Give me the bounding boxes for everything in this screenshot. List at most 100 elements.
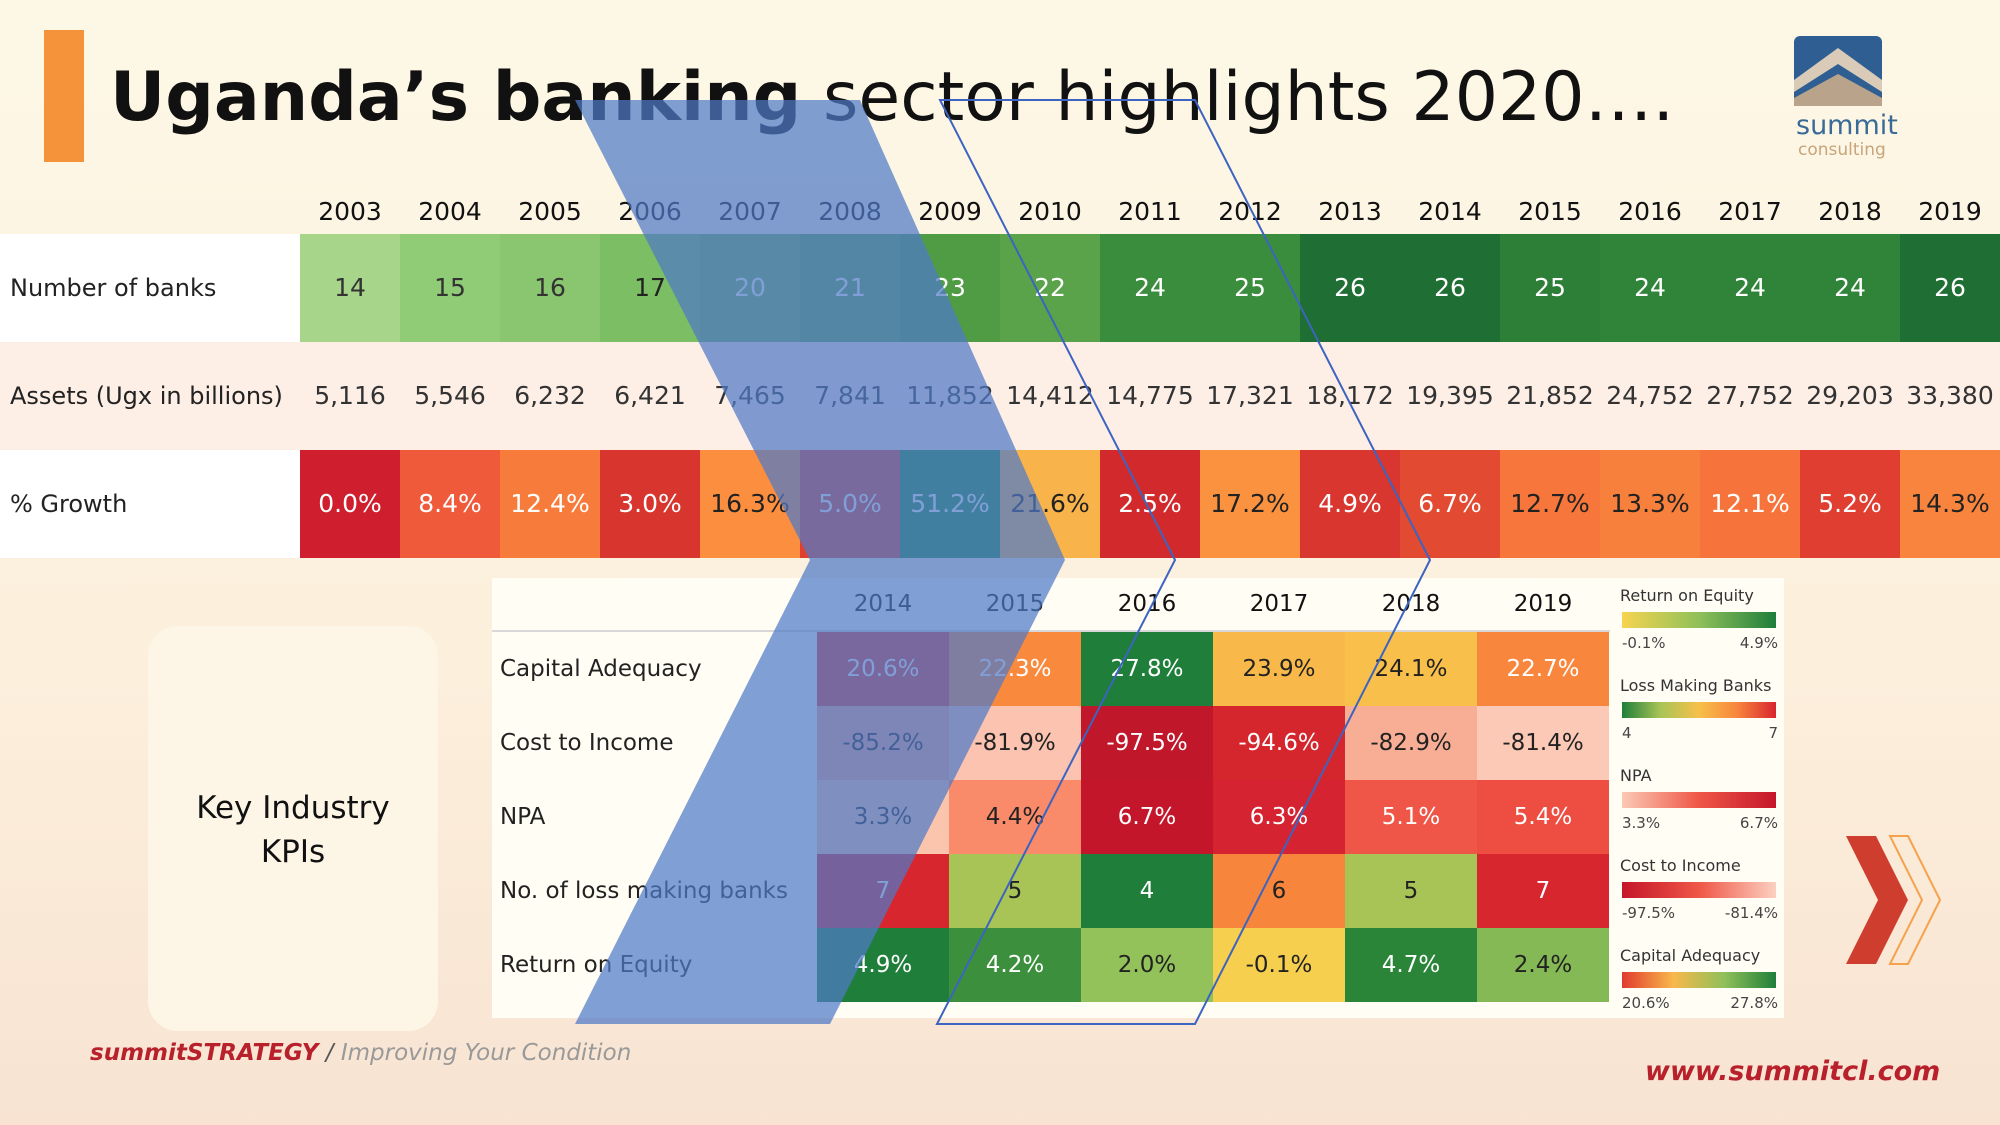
kpi-cell: 4.2% xyxy=(949,928,1081,1002)
logo-word: summit xyxy=(1796,110,1898,141)
table-cell: 22 xyxy=(1000,234,1100,342)
top-year-2010: 2010 xyxy=(1018,197,1082,226)
kpi-cell: 23.9% xyxy=(1213,632,1345,706)
legend-max: 7 xyxy=(1768,724,1778,742)
table-cell: 4.9% xyxy=(1300,450,1400,558)
top-year-2014: 2014 xyxy=(1418,197,1482,226)
legend-max: 4.9% xyxy=(1739,634,1778,652)
legend-title: Loss Making Banks xyxy=(1620,676,1772,695)
kpi-year-2018: 2018 xyxy=(1381,591,1441,617)
summit-logo: summit consulting xyxy=(1792,34,1912,164)
table-cell: 24 xyxy=(1800,234,1900,342)
legend-min: 4 xyxy=(1622,724,1632,742)
kpi-cell: 27.8% xyxy=(1081,632,1213,706)
kpi-year-2016: 2016 xyxy=(1117,591,1177,617)
legend-title: Cost to Income xyxy=(1620,856,1741,875)
row-assets: Assets (Ugx in billions) 5,116 5,546 6,232 6… xyxy=(0,342,2000,450)
row-label: Assets (Ugx in billions) xyxy=(10,382,283,410)
table-cell: 29,203 xyxy=(1806,381,1894,410)
table-cell: 25 xyxy=(1200,234,1300,342)
kpi-cell: 5 xyxy=(949,854,1081,928)
title-bold: Uganda’s banking xyxy=(110,58,802,137)
row-label: % Growth xyxy=(10,490,128,518)
kpi-cell: 4.4% xyxy=(949,780,1081,854)
table-cell: 23 xyxy=(900,234,1000,342)
table-cell: 24 xyxy=(1600,234,1700,342)
top-year-2006: 2006 xyxy=(618,197,682,226)
top-year-2017: 2017 xyxy=(1718,197,1782,226)
table-cell: 5.2% xyxy=(1800,450,1900,558)
top-year-2016: 2016 xyxy=(1618,197,1682,226)
table-cell: 24 xyxy=(1700,234,1800,342)
table-cell: 21,852 xyxy=(1506,381,1594,410)
kpi-cell: -85.2% xyxy=(817,706,949,780)
table-cell: 8.4% xyxy=(400,450,500,558)
legend-min: 20.6% xyxy=(1622,994,1670,1012)
table-cell: 17 xyxy=(600,234,700,342)
legend-gradient-bar xyxy=(1622,612,1776,628)
row-label: Number of banks xyxy=(10,274,217,302)
top-year-2015: 2015 xyxy=(1518,197,1582,226)
legend-gradient-bar xyxy=(1622,702,1776,718)
table-cell: 51.2% xyxy=(900,450,1000,558)
summit-mountain-icon xyxy=(1794,36,1882,106)
legend-min: -97.5% xyxy=(1622,904,1676,922)
kpi-cell: -94.6% xyxy=(1213,706,1345,780)
table-cell: 3.0% xyxy=(600,450,700,558)
top-year-2009: 2009 xyxy=(918,197,982,226)
top-year-2007: 2007 xyxy=(718,197,782,226)
kpi-cell: -81.9% xyxy=(949,706,1081,780)
legend-title: Return on Equity xyxy=(1620,586,1754,605)
top-year-2013: 2013 xyxy=(1318,197,1382,226)
title-regular: sector highlights 2020…. xyxy=(801,58,1675,137)
row-growth: % Growth 0.0% 8.4% 12.4% 3.0% 16.3% 5.0% 51.2% 2… xyxy=(0,450,2000,558)
table-cell: 27,752 xyxy=(1706,381,1794,410)
table-cell: 25 xyxy=(1500,234,1600,342)
footer-url-link[interactable]: www.summitcl.com xyxy=(1645,1056,1941,1087)
page-title: Uganda’s banking sector highlights 2020…… xyxy=(110,58,1674,138)
kpi-cell: 22.7% xyxy=(1477,632,1609,706)
table-cell: 6.7% xyxy=(1400,450,1500,558)
footer-brand-name: summitSTRATEGY xyxy=(90,1040,319,1066)
kpi-cell: 2.4% xyxy=(1477,928,1609,1002)
table-cell: 21 xyxy=(800,234,900,342)
top-year-2011: 2011 xyxy=(1118,197,1182,226)
kpi-row-label: Return on Equity xyxy=(500,952,693,978)
kpi-cell: 5.1% xyxy=(1345,780,1477,854)
row-number-of-banks: Number of banks 14 15 16 17 20 21 23 22 24 25 26 26 2… xyxy=(0,234,2000,342)
kpi-cell: 4.9% xyxy=(817,928,949,1002)
table-cell: 26 xyxy=(1300,234,1400,342)
kpi-cell: -81.4% xyxy=(1477,706,1609,780)
legend-gradient-bar xyxy=(1622,792,1776,808)
table-cell: 21.6% xyxy=(1000,450,1100,558)
top-year-2004: 2004 xyxy=(418,197,482,226)
table-cell: 5.0% xyxy=(800,450,900,558)
table-cell: 24 xyxy=(1100,234,1200,342)
table-cell: 33,380 xyxy=(1906,381,1994,410)
accent-bar xyxy=(44,30,84,162)
table-cell: 7,841 xyxy=(814,381,886,410)
kpi-cell: 6.7% xyxy=(1081,780,1213,854)
kpi-year-2019: 2019 xyxy=(1513,591,1573,617)
key-kpi-box xyxy=(148,626,438,1031)
table-cell: 12.4% xyxy=(500,450,600,558)
table-cell: 17,321 xyxy=(1206,381,1294,410)
table-cell: 5,546 xyxy=(414,381,486,410)
key-kpi-line-1: Key Industry xyxy=(196,790,390,826)
legend-gradient-bar xyxy=(1622,972,1776,988)
kpi-row-label: NPA xyxy=(500,804,546,830)
table-cell: 24,752 xyxy=(1606,381,1694,410)
kpi-row-label: No. of loss making banks xyxy=(500,878,788,904)
table-cell: 17.2% xyxy=(1200,450,1300,558)
footer-tagline: Improving Your Condition xyxy=(340,1040,632,1066)
table-cell: 6,421 xyxy=(614,381,686,410)
top-year-2003: 2003 xyxy=(318,197,382,226)
kpi-cell: 4.7% xyxy=(1345,928,1477,1002)
table-cell: 14 xyxy=(300,234,400,342)
top-year-2019: 2019 xyxy=(1918,197,1982,226)
table-cell: 14.3% xyxy=(1900,450,2000,558)
legend-gradient-bar xyxy=(1622,882,1776,898)
legend-min: 3.3% xyxy=(1622,814,1661,832)
table-cell: 18,172 xyxy=(1306,381,1394,410)
table-cell: 5,116 xyxy=(314,381,386,410)
